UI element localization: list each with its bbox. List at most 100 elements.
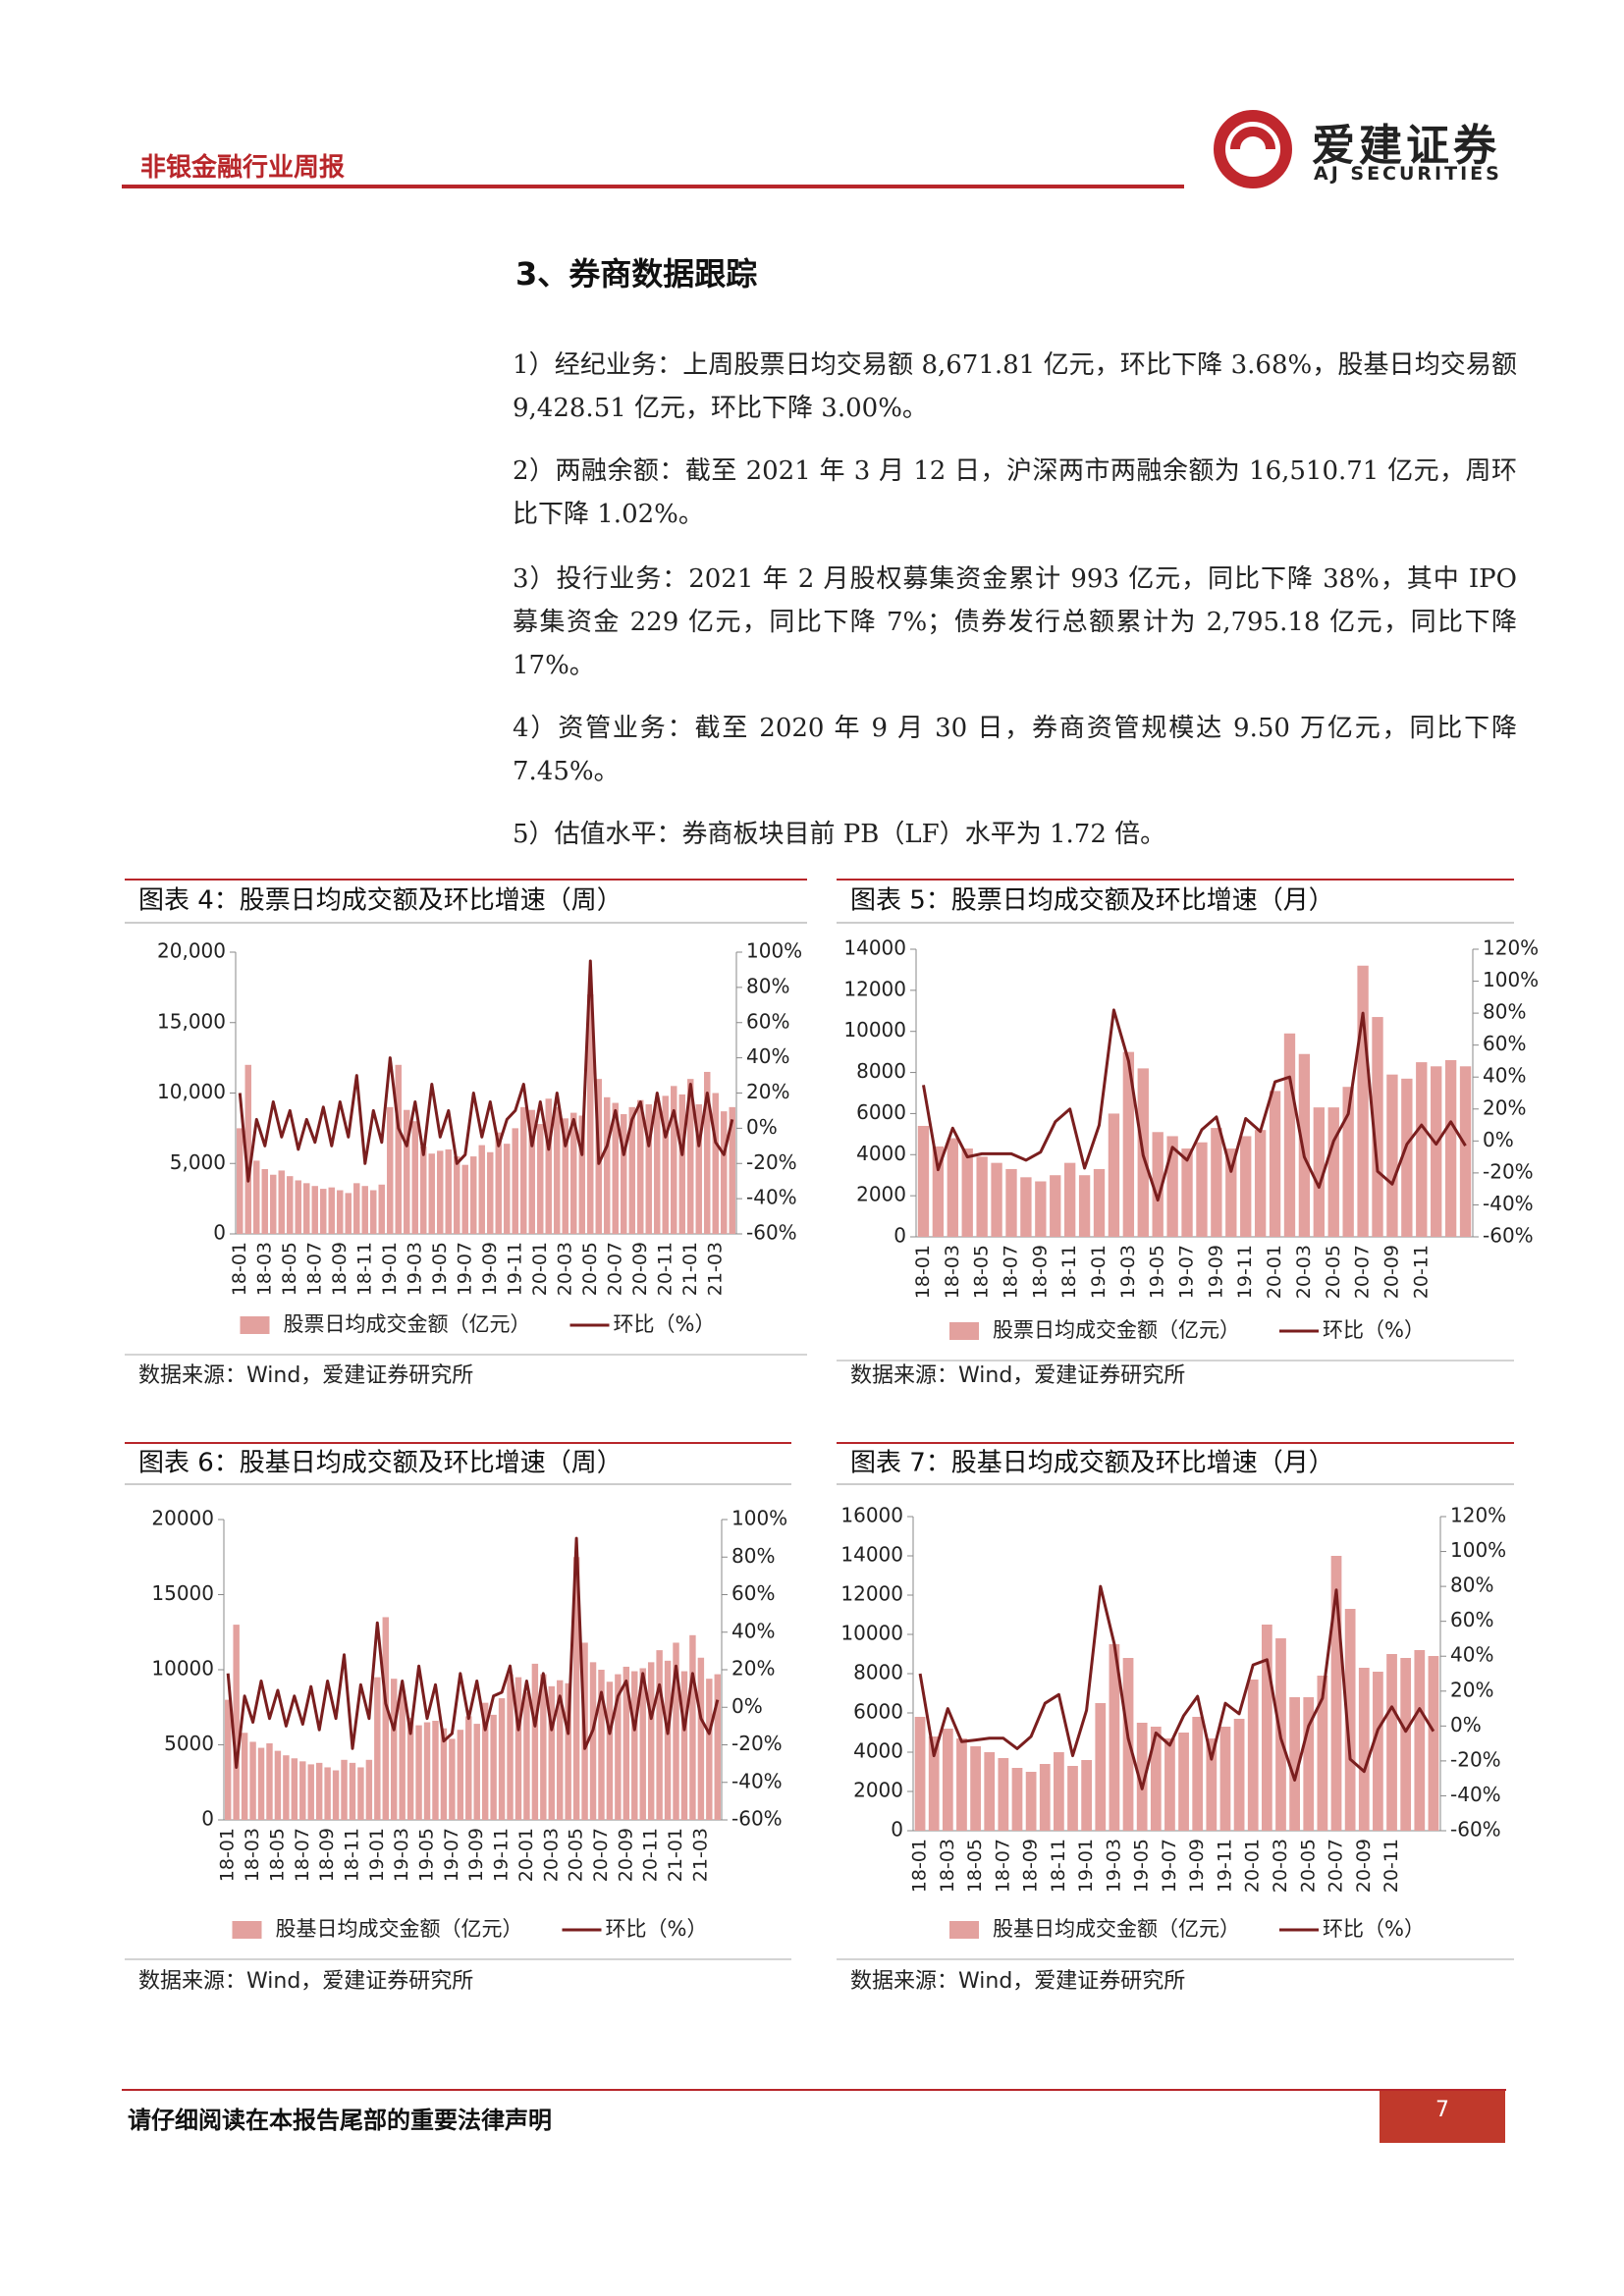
y2-tick-label: 60% (731, 1581, 775, 1605)
x-tick-label: 20-11 (654, 1242, 676, 1296)
y2-tick-label: 80% (1483, 1000, 1526, 1024)
x-tick-label: 19-07 (454, 1242, 475, 1296)
x-tick-label: 18-07 (1000, 1245, 1021, 1299)
bar (961, 1148, 973, 1237)
bar (970, 1746, 981, 1831)
x-tick-label: 18-09 (316, 1828, 338, 1882)
bar (673, 1642, 679, 1820)
bar (1081, 1760, 1093, 1831)
bar (320, 1189, 327, 1234)
y-tick-label: 10000 (840, 1622, 903, 1645)
bar (1011, 1768, 1023, 1831)
bar (976, 1156, 988, 1237)
x-tick-label: 18-07 (292, 1828, 313, 1882)
x-tick-label: 19-11 (1214, 1839, 1235, 1893)
bar (612, 1102, 619, 1234)
bar (449, 1738, 456, 1820)
x-tick-label: 19-07 (441, 1828, 462, 1882)
y-tick-label: 15,000 (157, 1009, 226, 1033)
bar (391, 1679, 398, 1820)
y-tick-label: 10,000 (157, 1080, 226, 1103)
y-tick-label: 5,000 (170, 1150, 226, 1174)
x-tick-label: 20-07 (590, 1828, 612, 1882)
bar (341, 1759, 348, 1820)
y2-tick-label: -40% (731, 1769, 783, 1792)
bar (729, 1106, 735, 1234)
bar (664, 1660, 672, 1820)
bar (621, 1114, 627, 1234)
bar (461, 1164, 468, 1234)
bar (315, 1762, 323, 1820)
y-tick-label: 0 (201, 1807, 214, 1831)
y2-tick-label: -20% (1450, 1747, 1501, 1771)
bar (1150, 1727, 1162, 1831)
bar (554, 1106, 561, 1234)
y2-tick-label: 0% (746, 1115, 778, 1139)
bar (932, 1146, 945, 1237)
y2-tick-label: 100% (731, 1507, 787, 1530)
bar (998, 1758, 1009, 1831)
y2-tick-label: 80% (746, 974, 789, 997)
bar (1416, 1062, 1428, 1237)
bar (249, 1741, 256, 1820)
x-tick-label: 20-07 (604, 1242, 625, 1296)
bar (270, 1174, 277, 1234)
bar (548, 1685, 555, 1820)
y-tick-label: 20000 (151, 1507, 214, 1530)
y2-tick-label: 100% (1483, 968, 1539, 991)
y-tick-label: 15000 (151, 1581, 214, 1605)
header-title: 非银金融行业周报 (140, 153, 346, 183)
y2-tick-label: 20% (1483, 1095, 1526, 1119)
x-tick-label: 18-03 (937, 1839, 958, 1893)
bar (520, 1106, 527, 1234)
bar (253, 1160, 260, 1234)
bar (1025, 1772, 1037, 1831)
bar (647, 1662, 655, 1820)
bar (465, 1716, 472, 1820)
x-tick-label: 21-01 (665, 1828, 686, 1882)
bar (578, 1115, 585, 1234)
chart-source: 数据来源：Wind，爱建证券研究所 (138, 1969, 473, 1994)
bar (1444, 1060, 1457, 1237)
x-tick-label: 18-11 (1058, 1245, 1080, 1299)
bar (241, 1733, 248, 1820)
y-tick-label: 5000 (164, 1732, 214, 1755)
bar (1247, 1680, 1259, 1831)
bar (1109, 1644, 1120, 1831)
y-tick-label: 10000 (843, 1018, 906, 1041)
bar (1219, 1727, 1231, 1831)
bar (1414, 1650, 1426, 1831)
paragraph: 5）估值水平：券商板块目前 PB（LF）水平为 1.72 倍。 (513, 820, 1166, 849)
bar (303, 1183, 310, 1234)
y-tick-label: 0 (891, 1818, 903, 1842)
bar (1054, 1752, 1064, 1831)
legend-label: 股基日均成交金额（亿元） (276, 1917, 523, 1941)
x-tick-label: 20-01 (515, 1828, 537, 1882)
bar (1039, 1764, 1051, 1831)
bar (382, 1617, 389, 1820)
y2-tick-label: 0% (1483, 1128, 1514, 1151)
y-tick-label: 14000 (843, 936, 906, 960)
bar (654, 1101, 661, 1234)
bar (604, 1096, 611, 1234)
bar (1122, 1051, 1135, 1237)
bar (639, 1668, 646, 1820)
y2-tick-label: -20% (746, 1150, 797, 1174)
x-tick-label: 20-09 (629, 1242, 651, 1296)
bar (1428, 1656, 1439, 1831)
bar (1122, 1658, 1134, 1831)
bar (671, 1086, 677, 1234)
footer-disclaimer: 请仔细阅读在本报告尾部的重要法律声明 (128, 2107, 552, 2134)
legend-label: 股票日均成交金额（亿元） (284, 1312, 531, 1336)
charts: 图表 4：股票日均成交额及环比增速（周） 数据来源：Wind，爱建证券研究所 0 5,… (125, 879, 1539, 1994)
footer-rule (122, 2089, 1506, 2091)
bar (445, 1148, 452, 1234)
x-tick-label: 20-05 (1323, 1245, 1344, 1299)
legend-label: 环比（%） (614, 1312, 716, 1336)
y-tick-label: 20,000 (157, 939, 226, 963)
bar (572, 1557, 580, 1820)
bar (473, 1724, 480, 1820)
y-tick-label: 8000 (853, 1661, 903, 1684)
y2-tick-label: -60% (1483, 1224, 1534, 1248)
legend-swatch (232, 1921, 262, 1939)
